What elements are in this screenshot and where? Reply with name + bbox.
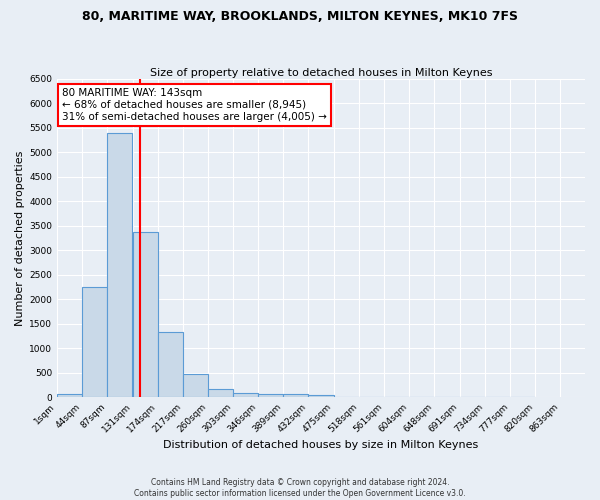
Title: Size of property relative to detached houses in Milton Keynes: Size of property relative to detached ho…	[150, 68, 492, 78]
Bar	[57, 394, 82, 398]
Bar	[233, 393, 258, 398]
Bar	[283, 394, 308, 398]
Y-axis label: Number of detached properties: Number of detached properties	[15, 150, 25, 326]
Text: 80, MARITIME WAY, BROOKLANDS, MILTON KEYNES, MK10 7FS: 80, MARITIME WAY, BROOKLANDS, MILTON KEY…	[82, 10, 518, 23]
Bar	[107, 132, 132, 398]
Bar	[82, 287, 107, 398]
Bar	[183, 374, 208, 398]
Text: Contains HM Land Registry data © Crown copyright and database right 2024.
Contai: Contains HM Land Registry data © Crown c…	[134, 478, 466, 498]
Bar	[208, 389, 233, 398]
Bar	[308, 395, 334, 398]
Text: 80 MARITIME WAY: 143sqm
← 68% of detached houses are smaller (8,945)
31% of semi: 80 MARITIME WAY: 143sqm ← 68% of detache…	[62, 88, 327, 122]
Bar	[258, 394, 283, 398]
X-axis label: Distribution of detached houses by size in Milton Keynes: Distribution of detached houses by size …	[163, 440, 479, 450]
Bar	[158, 332, 183, 398]
Bar	[133, 232, 158, 398]
